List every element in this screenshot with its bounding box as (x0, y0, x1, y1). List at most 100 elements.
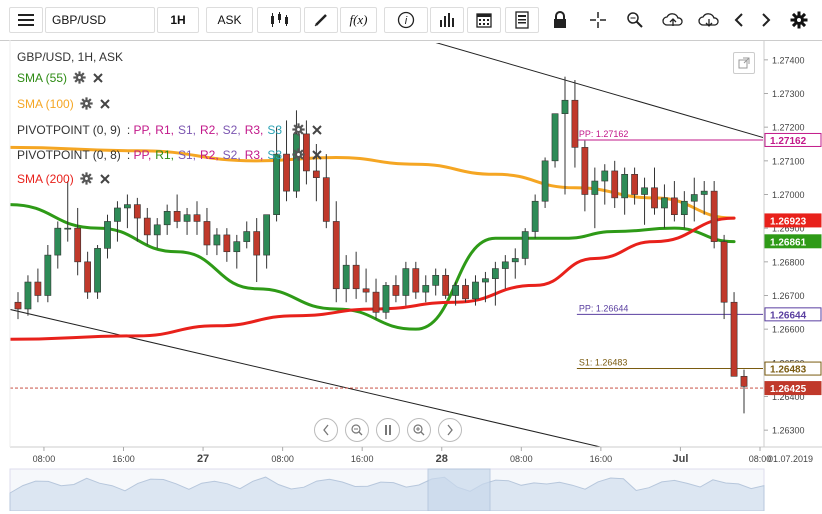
candle-body (143, 217, 151, 236)
pivot-level-name: R2, (199, 123, 219, 138)
pivot-level-name: R1, (155, 123, 174, 138)
x-tick-label: 28 (436, 453, 448, 465)
interval-selector[interactable]: 1H (157, 7, 199, 33)
indicator-label: SMA (55) (17, 71, 68, 86)
candle-body (303, 133, 310, 172)
zoom-in-icon[interactable] (407, 418, 431, 442)
chart-title: GBP/USD, 1H, ASK (17, 50, 124, 64)
symbol-selector[interactable]: GBP/USD (45, 7, 155, 33)
menu-icon[interactable] (9, 7, 43, 33)
info-icon[interactable]: i (384, 7, 428, 33)
crosshair-icon[interactable] (583, 7, 613, 33)
indicator-settings-icon[interactable] (80, 97, 93, 113)
candle-body (183, 214, 191, 222)
series-sma55 (10, 203, 736, 331)
lock-icon[interactable] (545, 7, 575, 33)
x-tick-label: 08:00 (749, 454, 772, 464)
candle-body (104, 221, 111, 249)
candle-body (203, 221, 211, 246)
candles-icon[interactable] (257, 7, 301, 33)
function-fx-icon[interactable]: f(x) (340, 7, 377, 33)
candle-body (293, 133, 300, 192)
pivot-level-name: PP, (133, 123, 152, 138)
pivot-label: PP: 1.27162 (579, 129, 629, 139)
candle-body (740, 375, 748, 387)
candle-body (412, 268, 420, 293)
upload-cloud-icon[interactable] (657, 7, 689, 33)
x-tick-label: 08:00 (33, 454, 56, 464)
chart-area[interactable]: 1.27400 1.27300 1.27200 1.27100 1.27000 1.269… (0, 40, 822, 512)
price-chart[interactable]: 1.27400 1.27300 1.27200 1.27100 1.27000 1.269… (0, 40, 822, 512)
scroll-right-icon[interactable] (438, 418, 462, 442)
pivot-level-name: R3, (244, 123, 264, 138)
y-tick-label: 1.26600 (772, 325, 805, 335)
x-tick-label: 27 (197, 453, 209, 465)
candle-body (382, 285, 390, 313)
chevron-right-icon[interactable] (754, 7, 778, 33)
indicator-remove-icon[interactable] (99, 173, 111, 188)
candle-body (342, 264, 350, 290)
pivot-level-name: R2, (199, 148, 219, 163)
indicator-settings-icon[interactable] (80, 172, 93, 188)
scroll-left-icon[interactable] (314, 418, 338, 442)
y-tick-label: 1.26700 (772, 291, 805, 301)
zoom-search-icon[interactable] (620, 7, 650, 33)
pivot-level-name: S1, (177, 123, 196, 138)
price-type-selector[interactable]: ASK (206, 7, 253, 33)
candle-body (283, 153, 290, 192)
candle-body (173, 211, 181, 222)
pivot-level-name: S2, (222, 123, 241, 138)
candle-body (730, 301, 738, 377)
indicator-settings-icon[interactable] (292, 148, 305, 164)
candle-body (84, 261, 91, 293)
indicator-settings-icon[interactable] (73, 71, 86, 87)
indicator-remove-icon[interactable] (92, 72, 104, 87)
bar-volume-icon[interactable] (430, 7, 464, 33)
y-tick-label: 1.26900 (772, 224, 805, 234)
indicator-row: PIVOTPOINT (0, 8): PP, R1, S1, R2, S2, R3, S3 (17, 148, 323, 164)
price-tag-label: 1.26483 (770, 365, 807, 376)
draw-pen-icon[interactable] (304, 7, 338, 33)
download-cloud-icon[interactable] (693, 7, 725, 33)
candle-body (452, 285, 459, 296)
y-tick-label: 1.27200 (772, 123, 805, 133)
indicator-remove-icon[interactable] (311, 124, 323, 139)
pivot-level-name: R3, (244, 148, 264, 163)
calendar-icon[interactable] (467, 7, 501, 33)
gear-icon[interactable] (786, 7, 812, 33)
candle-body (442, 275, 450, 296)
x-tick-label: 16:00 (351, 454, 374, 464)
candle-body (482, 278, 489, 283)
x-tick-label: 16:00 (112, 454, 135, 464)
candle-body (690, 194, 698, 202)
maximize-icon[interactable] (733, 52, 755, 74)
news-icon[interactable] (505, 7, 539, 33)
x-tick-label: 16:00 (590, 454, 613, 464)
y-tick-label: 1.26400 (772, 392, 805, 402)
candle-body (641, 187, 648, 195)
indicator-remove-icon[interactable] (311, 149, 323, 164)
symbol-label: GBP/USD (52, 13, 107, 27)
chevron-left-icon[interactable] (727, 7, 751, 33)
interval-label: 1H (170, 13, 186, 27)
indicator-label: SMA (200) (17, 172, 74, 187)
candle-body (44, 254, 52, 296)
pause-icon[interactable] (376, 418, 400, 442)
navigator-area (9, 476, 765, 512)
candle-body (213, 234, 221, 246)
candle-body (392, 285, 400, 296)
candle-body (661, 197, 668, 209)
candle-body (472, 281, 479, 300)
indicator-remove-icon[interactable] (99, 98, 111, 113)
candle-body (591, 180, 599, 195)
y-tick-label: 1.27300 (772, 89, 805, 99)
indicator-label: PIVOTPOINT (0, 8) (17, 148, 121, 163)
pivot-level-name: PP, (133, 148, 152, 163)
indicator-row: SMA (200) (17, 172, 111, 188)
series-sma200 (10, 216, 736, 341)
indicator-settings-icon[interactable] (292, 123, 305, 139)
zoom-out-icon[interactable] (345, 418, 369, 442)
candle-body (700, 190, 708, 195)
pivot-level-name: S1, (177, 148, 196, 163)
x-tick-label: 08:00 (271, 454, 294, 464)
